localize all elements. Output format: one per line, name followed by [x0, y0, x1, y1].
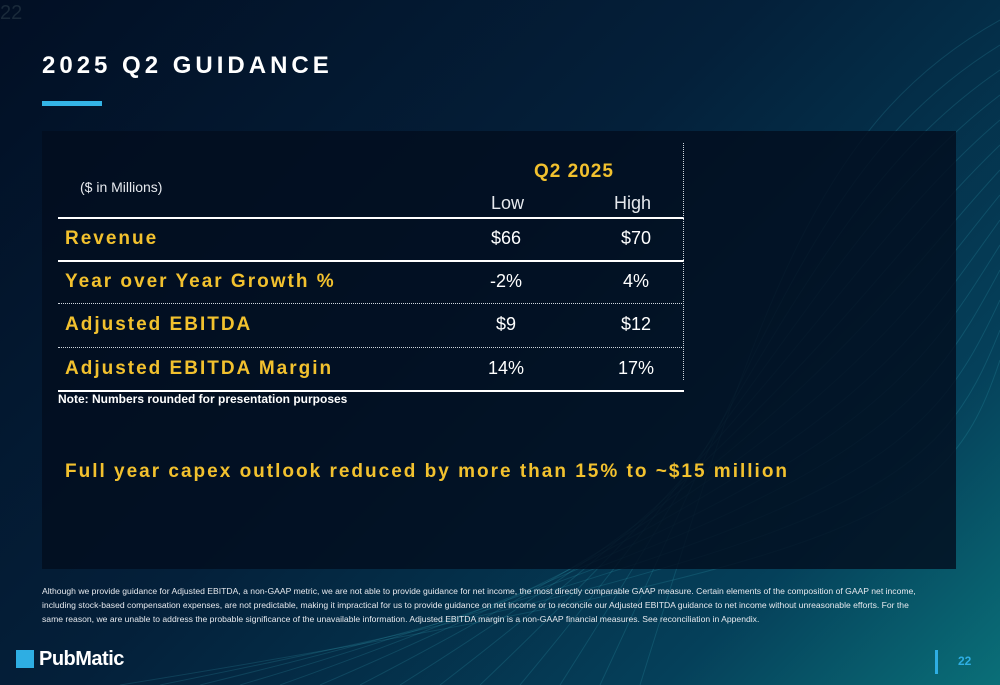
non-gaap-disclaimer: Although we provide guidance for Adjuste…: [42, 586, 916, 624]
row-value-high: $12: [620, 314, 652, 334]
row-value-low: -2%: [489, 271, 522, 291]
row-label: Year over Year Growth %: [65, 271, 336, 292]
header-divider: [58, 217, 684, 219]
row-value-high: 4%: [622, 271, 649, 291]
units-label: ($ in Millions): [80, 179, 163, 195]
row-label: Adjusted EBITDA: [65, 314, 253, 335]
page-title: 2025 Q2 GUIDANCE: [42, 52, 333, 79]
row-divider: [58, 260, 684, 262]
row-value-low: $66: [490, 228, 522, 248]
table-row: Year over Year Growth % -2% 4%: [58, 261, 684, 303]
row-label: Revenue: [65, 228, 159, 249]
table-row: Revenue $66 $70: [58, 218, 684, 260]
page-number: 22: [958, 654, 972, 668]
page-number-bar: [935, 650, 938, 674]
column-header-high: High: [614, 193, 652, 213]
table-bottom-rule: [58, 390, 684, 392]
table-right-border: [683, 143, 684, 380]
row-divider: [58, 303, 684, 304]
logo-square-icon: [16, 650, 34, 668]
guidance-panel: ($ in Millions) Q2 2025 Low High Revenue…: [42, 131, 956, 569]
row-label: Adjusted EBITDA Margin: [65, 358, 334, 379]
period-header: Q2 2025: [534, 161, 614, 182]
pubmatic-logo: PubMatic: [16, 648, 124, 670]
capex-statement: Full year capex outlook reduced by more …: [65, 461, 790, 482]
table-row: Adjusted EBITDA $9 $12: [58, 304, 684, 346]
row-value-high: 17%: [617, 358, 655, 378]
title-underline: [42, 101, 102, 106]
row-value-low: $9: [495, 314, 517, 334]
row-divider: [58, 347, 684, 348]
rounding-note: Note: Numbers rounded for presentation p…: [58, 392, 348, 406]
row-value-low: 14%: [487, 358, 525, 378]
logo-text: PubMatic: [39, 647, 124, 670]
table-row: Adjusted EBITDA Margin 14% 17%: [58, 348, 684, 390]
corner-slide-number: 22: [0, 2, 23, 24]
row-value-high: $70: [620, 228, 652, 248]
column-header-low: Low: [491, 193, 525, 213]
